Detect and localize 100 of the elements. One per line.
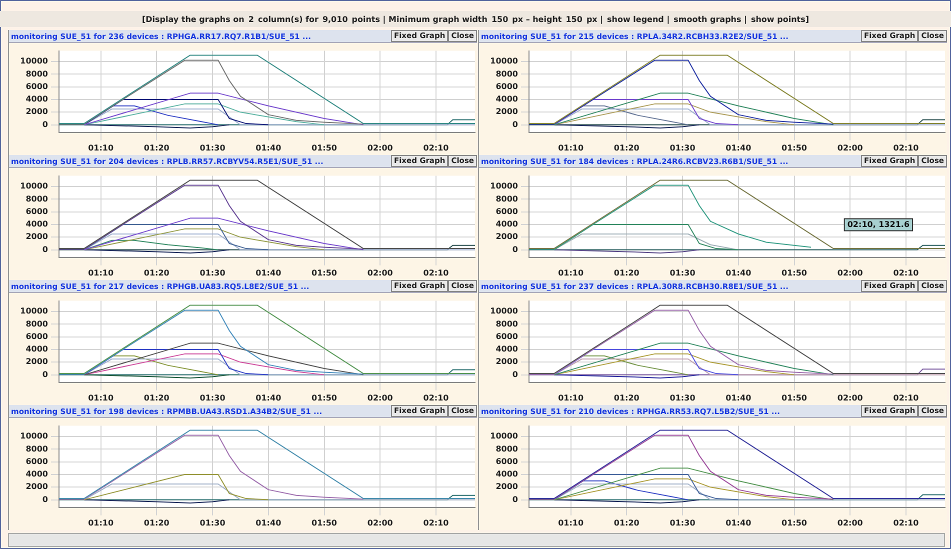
y-tick-label: 8000 [26,69,48,78]
y-tick-label: 4000 [26,94,48,104]
text: show legend | [607,14,670,24]
x-tick-label: 01:50 [312,268,338,278]
y-tick-label: 2000 [496,482,518,492]
y-tick-label: 0 [42,120,48,129]
x-tick-label: 01:20 [144,393,170,402]
y-tick-label: 2000 [26,357,48,366]
y-tick-label: 0 [512,370,518,379]
y-tick-label: 4000 [496,220,518,229]
x-tick-label: 01:10 [558,393,584,402]
x-tick-label: 01:10 [558,143,584,152]
text: 2 [248,14,254,24]
text: show points] [750,14,809,24]
y-tick-label: 2000 [26,482,48,492]
y-tick-label: 6000 [496,206,518,216]
x-tick-label: 02:10 [423,518,450,528]
text: px – height [512,14,562,24]
y-tick-label: 2000 [496,357,518,366]
y-tick-label: 6000 [26,332,48,341]
y-tick-label: 8000 [26,194,48,204]
x-tick-label: 01:50 [312,393,338,402]
x-tick-label: 01:40 [726,518,752,528]
x-tick-label: 01:20 [614,143,640,152]
text: 150 [566,14,582,24]
y-tick-label: 10000 [490,182,518,191]
x-tick-label: 01:10 [88,393,114,402]
text: [Display the graphs on [142,14,244,24]
x-tick-label: 01:40 [726,268,752,278]
x-tick-label: 01:20 [614,393,640,402]
y-tick-label: 4000 [496,94,518,104]
y-tick-label: 8000 [496,319,518,328]
y-tick-label: 0 [42,370,48,379]
x-tick-label: 01:50 [312,143,338,152]
x-tick-label: 02:10 [423,143,450,152]
x-tick-label: 01:20 [144,143,170,152]
text: 9,010 [322,14,348,24]
x-tick-label: 02:00 [367,393,394,402]
x-tick-label: 02:10 [893,518,920,528]
x-tick-label: 01:50 [782,518,808,528]
y-tick-label: 8000 [496,444,518,454]
x-tick-label: 01:30 [200,268,226,278]
x-tick-label: 02:00 [837,518,864,528]
y-tick-label: 8000 [26,319,48,328]
y-tick-label: 6000 [496,456,518,466]
y-tick-label: 10000 [20,182,48,191]
y-tick-label: 4000 [496,470,518,479]
y-tick-label: 4000 [26,470,48,479]
x-tick-label: 01:10 [88,518,114,528]
x-tick-label: 02:00 [367,268,394,278]
x-tick-label: 01:50 [312,518,338,528]
x-tick-label: 01:20 [144,268,170,278]
text: px | [586,14,604,24]
y-tick-label: 0 [512,120,518,129]
x-tick-label: 02:10 [893,268,920,278]
x-tick-label: 02:10 [423,268,450,278]
x-tick-label: 01:20 [614,268,640,278]
x-tick-label: 01:40 [726,143,752,152]
x-tick-label: 01:10 [558,518,584,528]
x-tick-label: 02:10 [893,393,920,402]
y-tick-label: 10000 [490,306,518,316]
y-tick-label: 10000 [20,56,48,66]
x-tick-label: 01:40 [256,268,282,278]
y-tick-label: 6000 [26,82,48,91]
x-tick-label: 01:10 [88,268,114,278]
x-tick-label: 01:40 [256,518,282,528]
text: 150 [491,14,508,24]
x-tick-label: 02:10 [423,393,450,402]
x-tick-label: 02:00 [837,143,864,152]
y-tick-label: 6000 [496,82,518,91]
y-tick-label: 6000 [496,332,518,341]
x-tick-label: 02:00 [837,268,864,278]
x-tick-label: 01:30 [670,518,696,528]
y-tick-label: 2000 [26,107,48,116]
y-tick-label: 2000 [496,107,518,116]
y-tick-label: 8000 [496,194,518,204]
x-tick-label: 01:40 [256,143,282,152]
y-tick-label: 0 [512,244,518,254]
y-tick-label: 2000 [496,232,518,242]
y-tick-label: 4000 [496,344,518,354]
y-tick-label: 4000 [26,344,48,354]
x-tick-label: 01:30 [670,143,696,152]
annotation: 02:10, 1321.6 [847,220,910,229]
x-tick-label: 01:30 [200,143,226,152]
y-tick-label: 0 [512,494,518,504]
y-tick-label: 2000 [26,232,48,242]
x-tick-label: 02:00 [367,518,394,528]
y-tick-label: 10000 [20,432,48,441]
x-tick-label: 01:10 [558,268,584,278]
text: column(s) for [258,14,318,24]
x-tick-label: 01:40 [726,393,752,402]
y-tick-label: 10000 [20,306,48,316]
x-tick-label: 01:30 [200,518,226,528]
y-tick-label: 10000 [490,56,518,66]
x-tick-label: 01:50 [782,143,808,152]
text: smooth graphs | [674,14,747,24]
x-tick-label: 02:00 [367,143,394,152]
x-tick-label: 01:20 [144,518,170,528]
x-tick-label: 02:00 [837,393,864,402]
y-tick-label: 0 [42,494,48,504]
